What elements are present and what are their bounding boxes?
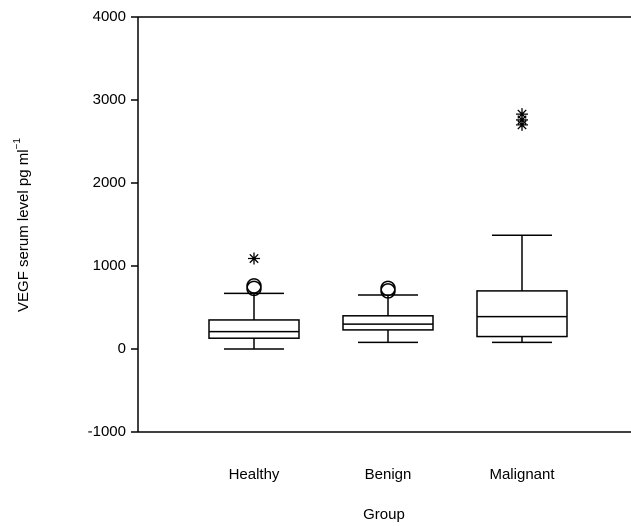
y-tick-label: 4000 (93, 8, 126, 25)
outlier (380, 280, 396, 297)
y-tick-label: 2000 (93, 174, 126, 191)
y-tick-label: 0 (118, 340, 126, 357)
y-tick-label: -1000 (88, 423, 126, 440)
y-axis-label-main: VEGF serum level pg ml (15, 149, 32, 312)
x-tick-label: Benign (365, 466, 412, 483)
box (208, 319, 300, 339)
extreme (248, 252, 260, 265)
x-axis-label: Group (363, 506, 405, 523)
x-tick-label: Healthy (229, 466, 280, 483)
x-tick-label: Malignant (489, 466, 555, 483)
y-tick-label: 1000 (93, 257, 126, 274)
y-tick-label: 3000 (93, 91, 126, 108)
box (476, 290, 568, 338)
outlier (246, 278, 262, 294)
y-axis-label: VEGF serum level pg ml−1 (12, 138, 32, 312)
y-axis-label-superscript: −1 (12, 138, 23, 150)
box (342, 315, 434, 331)
extreme (516, 108, 528, 121)
